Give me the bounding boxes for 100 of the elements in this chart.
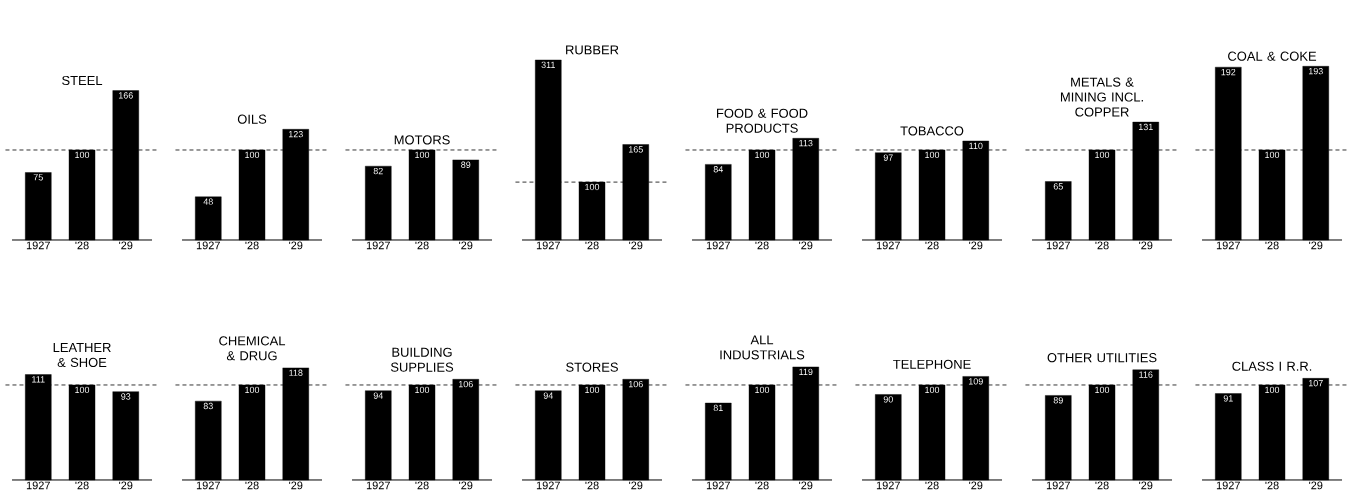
x-tick-label: 1927 (26, 481, 50, 490)
data-label: 89 (1053, 397, 1063, 404)
chart-title: METALS & MINING INCL. COPPER (1060, 77, 1143, 117)
chart-title: LEATHER & SHOE (53, 343, 111, 368)
x-tick-label: 1927 (536, 241, 560, 250)
x-tick-label: 1927 (706, 481, 730, 490)
x-tick-label: 1927 (1216, 241, 1240, 250)
chart-title: STEEL (62, 75, 103, 86)
data-label: 100 (925, 151, 940, 159)
data-label: 100 (245, 386, 260, 394)
data-label: 100 (75, 386, 90, 394)
data-label: 106 (458, 380, 473, 388)
data-label: 94 (373, 392, 383, 399)
data-label: 123 (288, 130, 303, 138)
x-tick-label: 1927 (536, 481, 560, 490)
x-tick-label: '28 (1095, 481, 1109, 490)
x-tick-label: '28 (75, 241, 89, 250)
chart-title: MOTORS (394, 135, 450, 145)
x-tick-label: '29 (969, 481, 983, 490)
x-tick-label: 1927 (26, 241, 50, 250)
data-label: 113 (799, 139, 813, 147)
x-tick-label: '29 (1309, 481, 1323, 490)
x-tick-label: '28 (925, 481, 939, 490)
x-tick-label: '29 (1309, 241, 1323, 250)
data-label: 75 (33, 174, 43, 181)
data-label: 107 (1308, 380, 1323, 387)
x-tick-label: '29 (119, 481, 133, 490)
x-tick-label: 1927 (196, 241, 220, 250)
data-label: 166 (118, 92, 133, 99)
data-label: 90 (883, 396, 893, 403)
data-label: 97 (883, 154, 893, 161)
x-tick-label: '29 (459, 481, 473, 490)
chart-title: STORES (566, 362, 618, 372)
x-tick-label: 1927 (366, 241, 390, 250)
x-tick-label: '29 (289, 481, 303, 490)
x-tick-label: '28 (755, 241, 769, 250)
data-label: 89 (461, 161, 471, 168)
data-label: 100 (925, 386, 940, 394)
x-tick-label: '28 (1095, 241, 1109, 250)
chart-title: TOBACCO (900, 126, 964, 136)
chart-title: OILS (237, 114, 267, 124)
data-label: 100 (415, 151, 430, 159)
x-tick-label: '29 (459, 241, 473, 250)
data-label: 82 (373, 167, 383, 175)
data-label: 100 (585, 386, 600, 394)
x-tick-label: 1927 (876, 241, 900, 250)
data-label: 193 (1308, 67, 1323, 75)
x-tick-label: 1927 (1216, 481, 1240, 490)
chart-title: OTHER UTILITIES (1047, 353, 1157, 363)
x-tick-label: 1927 (876, 481, 900, 490)
x-tick-label: '29 (629, 481, 643, 490)
x-tick-label: '28 (585, 241, 599, 250)
chart-title: ALL INDUSTRIALS (720, 335, 805, 360)
data-label: 100 (1095, 386, 1110, 394)
chart-title: COAL & COKE (1228, 51, 1317, 61)
data-label: 48 (203, 198, 213, 205)
data-label: 100 (75, 151, 90, 159)
x-tick-label: '28 (925, 241, 939, 250)
x-tick-label: 1927 (706, 241, 730, 250)
x-tick-label: '28 (1265, 241, 1279, 250)
data-label: 65 (1053, 183, 1063, 190)
x-tick-label: '28 (1265, 481, 1279, 490)
chart-title: TELEPHONE (893, 359, 971, 369)
x-tick-label: 1927 (366, 481, 390, 490)
data-label: 100 (1265, 386, 1280, 394)
data-label: 100 (415, 386, 430, 394)
chart-title: RUBBER (566, 45, 619, 55)
data-label: 100 (245, 151, 260, 159)
data-label: 84 (713, 166, 723, 173)
data-label: 83 (203, 402, 213, 410)
data-label: 100 (755, 386, 770, 394)
data-label: 100 (1095, 151, 1110, 159)
data-label: 100 (755, 151, 770, 159)
x-tick-label: 1927 (196, 481, 220, 490)
chart-title: CLASS I R.R. (1232, 361, 1312, 371)
data-label: 93 (121, 393, 131, 400)
data-label: 165 (628, 146, 643, 153)
data-label: 111 (32, 376, 45, 383)
x-tick-label: '29 (969, 241, 983, 250)
data-label: 109 (968, 378, 983, 385)
chart-title: FOOD & FOOD PRODUCTS (717, 108, 808, 133)
x-tick-label: '29 (799, 241, 813, 250)
chart-title: CHEMICAL & DRUG (219, 336, 286, 361)
x-tick-label: '28 (585, 481, 599, 490)
data-label: 110 (969, 142, 983, 150)
x-tick-label: '28 (415, 481, 429, 490)
data-label: 81 (713, 404, 723, 412)
x-tick-label: '29 (629, 241, 643, 250)
data-label: 91 (1223, 395, 1233, 402)
data-label: 311 (541, 61, 555, 69)
x-tick-label: '29 (119, 241, 133, 250)
x-tick-label: '29 (289, 241, 303, 250)
data-label: 100 (585, 183, 600, 191)
data-label: 116 (1139, 371, 1153, 378)
x-tick-label: '28 (755, 481, 769, 490)
x-tick-label: '28 (245, 241, 259, 250)
x-tick-label: '28 (75, 481, 89, 490)
x-tick-label: 1927 (1046, 481, 1070, 490)
chart-title: BUILDING SUPPLIES (390, 347, 454, 372)
x-tick-label: '29 (1139, 481, 1153, 490)
